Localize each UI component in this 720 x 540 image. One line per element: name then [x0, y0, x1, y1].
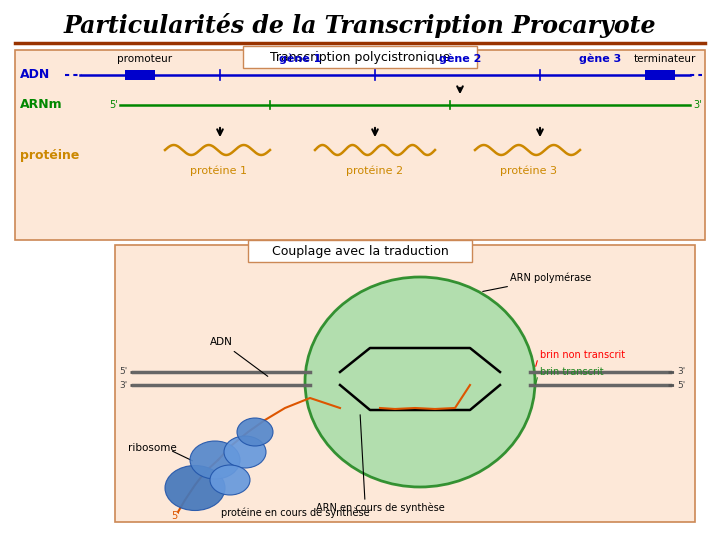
- Text: 3': 3': [120, 381, 128, 390]
- Text: 3': 3': [677, 367, 685, 375]
- Text: gène 3: gène 3: [579, 53, 621, 64]
- Text: promoteur: promoteur: [117, 54, 173, 64]
- Text: brin non transcrit: brin non transcrit: [540, 350, 625, 360]
- Text: 5': 5': [171, 511, 181, 521]
- Text: gène 2: gène 2: [438, 53, 481, 64]
- FancyBboxPatch shape: [15, 50, 705, 240]
- FancyBboxPatch shape: [115, 245, 695, 522]
- Text: Couplage avec la traduction: Couplage avec la traduction: [271, 245, 449, 258]
- Ellipse shape: [237, 418, 273, 446]
- Text: ADN: ADN: [210, 337, 268, 376]
- Text: protéine: protéine: [20, 148, 79, 161]
- Text: Particularités de la Transcription Procaryote: Particularités de la Transcription Proca…: [64, 14, 656, 38]
- Text: ADN: ADN: [20, 69, 50, 82]
- Text: brin transcrit: brin transcrit: [540, 367, 603, 377]
- Text: gène 1: gène 1: [279, 53, 321, 64]
- Text: 3': 3': [693, 100, 701, 110]
- Text: ARN polymérase: ARN polymérase: [482, 273, 591, 292]
- Ellipse shape: [305, 277, 535, 487]
- Text: 5': 5': [677, 381, 685, 390]
- Text: ARN en cours de synthèse: ARN en cours de synthèse: [315, 503, 444, 513]
- Text: Transcription polycistronique: Transcription polycistronique: [270, 51, 450, 64]
- Text: protéine en cours de synthèse: protéine en cours de synthèse: [221, 508, 369, 518]
- Ellipse shape: [165, 465, 225, 510]
- Text: protéine 3: protéine 3: [500, 165, 557, 176]
- Bar: [125, 70, 155, 80]
- Text: 5': 5': [109, 100, 118, 110]
- Text: ARNm: ARNm: [20, 98, 63, 111]
- Bar: [645, 70, 675, 80]
- Text: protéine 2: protéine 2: [346, 165, 404, 176]
- Text: protéine 1: protéine 1: [189, 165, 246, 176]
- Text: terminateur: terminateur: [634, 54, 696, 64]
- Ellipse shape: [224, 436, 266, 468]
- Text: 5': 5': [120, 367, 128, 375]
- Text: ribosome: ribosome: [127, 443, 176, 453]
- Ellipse shape: [210, 465, 250, 495]
- FancyBboxPatch shape: [243, 46, 477, 68]
- FancyBboxPatch shape: [248, 240, 472, 262]
- Ellipse shape: [190, 441, 240, 479]
